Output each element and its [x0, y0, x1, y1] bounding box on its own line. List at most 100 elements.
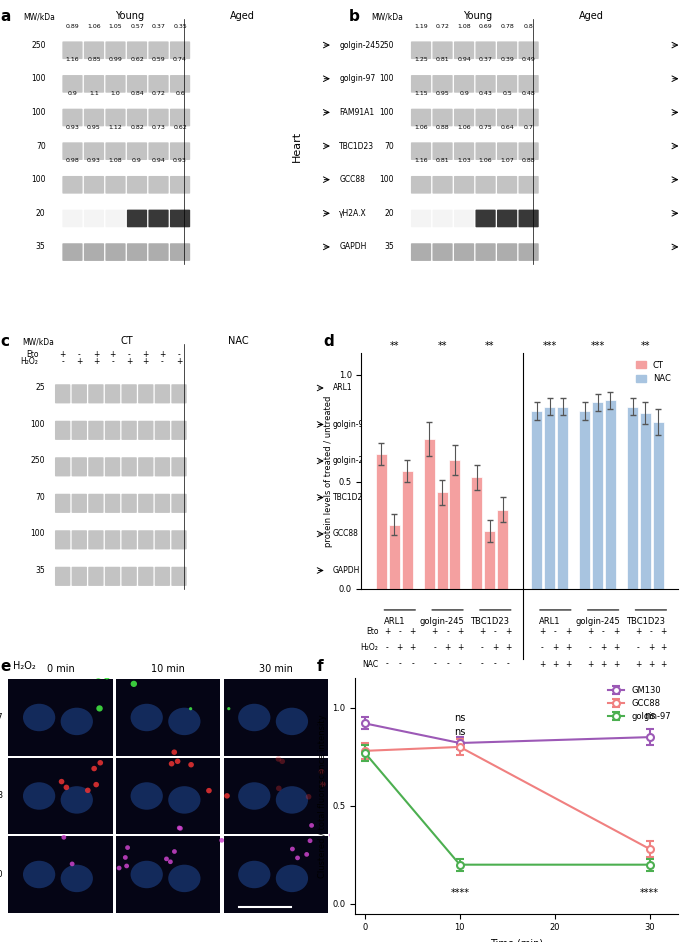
Text: 0.59: 0.59 [151, 57, 165, 62]
Text: H₂O₂: H₂O₂ [360, 643, 378, 652]
FancyBboxPatch shape [155, 494, 170, 512]
Text: 100: 100 [31, 108, 46, 117]
FancyBboxPatch shape [105, 384, 120, 403]
Text: 1.25: 1.25 [414, 57, 428, 62]
Ellipse shape [224, 793, 230, 799]
Text: 100: 100 [379, 175, 394, 184]
Text: -: - [386, 659, 388, 669]
Text: 1.08: 1.08 [109, 158, 123, 163]
Text: -: - [541, 643, 544, 652]
FancyBboxPatch shape [432, 176, 453, 194]
Text: 1.15: 1.15 [414, 91, 428, 96]
Ellipse shape [23, 782, 55, 810]
FancyBboxPatch shape [138, 384, 153, 403]
Text: 1.1: 1.1 [89, 91, 99, 96]
Text: 0.85: 0.85 [87, 57, 101, 62]
Text: 0.35: 0.35 [173, 24, 187, 28]
Text: golgin-97: golgin-97 [0, 713, 3, 722]
FancyBboxPatch shape [411, 41, 431, 59]
FancyBboxPatch shape [62, 142, 83, 160]
Bar [8, 836, 113, 913]
FancyBboxPatch shape [127, 108, 147, 126]
Text: 0.88: 0.88 [436, 124, 449, 130]
Text: Eto: Eto [26, 349, 38, 359]
Bar [223, 836, 328, 913]
Ellipse shape [188, 762, 194, 768]
FancyBboxPatch shape [454, 210, 474, 227]
Text: +: + [142, 349, 149, 359]
Text: -: - [399, 626, 401, 636]
Legend: GM130, GCC88, golgin-97: GM130, GCC88, golgin-97 [604, 682, 674, 724]
Text: +: + [648, 643, 654, 652]
Ellipse shape [319, 769, 324, 774]
Ellipse shape [238, 704, 271, 731]
FancyBboxPatch shape [519, 108, 538, 126]
FancyBboxPatch shape [519, 243, 538, 261]
Text: ARL1: ARL1 [384, 617, 405, 626]
Text: +: + [635, 626, 641, 636]
Text: +: + [492, 643, 499, 652]
Text: 100: 100 [30, 529, 45, 539]
Text: 25: 25 [35, 383, 45, 393]
Ellipse shape [93, 782, 99, 788]
Text: -: - [459, 659, 462, 669]
Ellipse shape [171, 750, 177, 755]
Text: d: d [323, 333, 334, 349]
Ellipse shape [131, 782, 163, 810]
Text: e: e [1, 658, 11, 674]
Ellipse shape [70, 862, 75, 867]
FancyBboxPatch shape [454, 75, 474, 92]
FancyBboxPatch shape [84, 176, 104, 194]
Text: -: - [494, 659, 497, 669]
Ellipse shape [304, 853, 309, 857]
Text: MW/kDa: MW/kDa [372, 12, 403, 21]
Text: +: + [600, 643, 606, 652]
FancyBboxPatch shape [519, 41, 538, 59]
Bar [436, 493, 447, 589]
Text: 0 min: 0 min [47, 663, 75, 674]
Bar [423, 439, 435, 589]
Text: +: + [565, 626, 571, 636]
FancyBboxPatch shape [475, 176, 496, 194]
FancyBboxPatch shape [475, 75, 496, 92]
Text: -: - [128, 349, 131, 359]
Text: CT: CT [121, 336, 134, 346]
FancyBboxPatch shape [170, 243, 190, 261]
Text: 70: 70 [384, 141, 394, 151]
FancyBboxPatch shape [170, 176, 190, 194]
FancyBboxPatch shape [105, 142, 125, 160]
Text: 0.37: 0.37 [479, 57, 493, 62]
FancyBboxPatch shape [72, 494, 87, 512]
FancyBboxPatch shape [475, 142, 496, 160]
Text: 0.64: 0.64 [500, 124, 514, 130]
FancyBboxPatch shape [105, 108, 125, 126]
Text: FAM91A1: FAM91A1 [339, 108, 375, 117]
Bar [471, 478, 482, 589]
Text: 0.94: 0.94 [457, 57, 471, 62]
FancyBboxPatch shape [411, 75, 431, 92]
Text: 35: 35 [36, 242, 46, 252]
FancyBboxPatch shape [121, 530, 137, 549]
FancyBboxPatch shape [138, 530, 153, 549]
Text: 250: 250 [31, 41, 46, 50]
Ellipse shape [103, 674, 110, 679]
Text: +: + [479, 626, 486, 636]
FancyBboxPatch shape [171, 530, 187, 549]
Text: GM130: GM130 [0, 870, 3, 879]
Text: -: - [61, 357, 64, 366]
Text: +: + [660, 659, 667, 669]
Ellipse shape [206, 788, 212, 793]
Text: 0.62: 0.62 [173, 124, 187, 130]
Text: -: - [434, 659, 436, 669]
Text: +: + [505, 643, 512, 652]
FancyBboxPatch shape [55, 384, 71, 403]
Text: +: + [565, 659, 571, 669]
Text: γH2A.X: γH2A.X [339, 209, 367, 218]
Text: 0.49: 0.49 [522, 57, 536, 62]
Bar [545, 407, 556, 589]
Ellipse shape [238, 782, 271, 810]
Bar [223, 679, 328, 755]
FancyBboxPatch shape [170, 108, 190, 126]
Text: -: - [386, 643, 388, 652]
Ellipse shape [62, 835, 66, 839]
